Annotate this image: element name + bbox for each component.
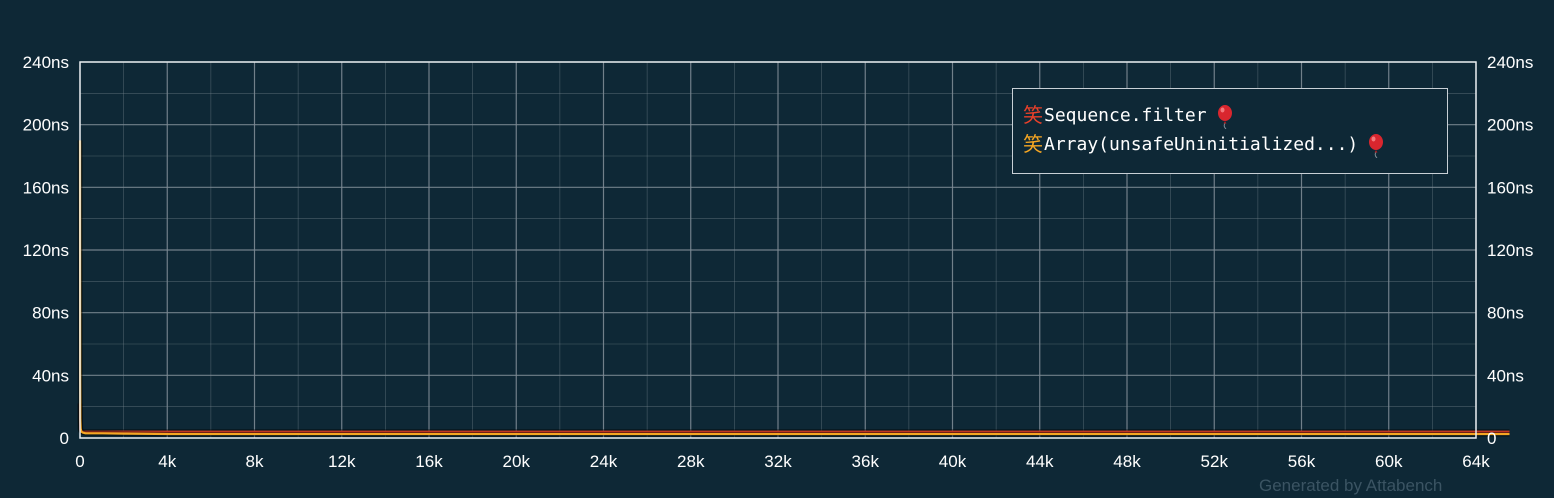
- x-tick-label: 56k: [1288, 452, 1316, 471]
- x-tick-label: 28k: [677, 452, 705, 471]
- x-tick-label: 60k: [1375, 452, 1403, 471]
- legend: 笑 Sequence.filter 笑 Array(unsafeUninitia…: [1012, 88, 1448, 174]
- balloon-icon: [1217, 103, 1233, 129]
- y-tick-label-left: 120ns: [23, 241, 69, 260]
- balloon-icon: [1368, 132, 1384, 158]
- y-tick-label-left: 240ns: [23, 53, 69, 72]
- x-tick-label: 8k: [246, 452, 264, 471]
- series-line-sequence-filter: [78, 403, 1510, 433]
- series-line-array-unsafeuninitialized: [78, 140, 1510, 436]
- y-tick-label-left: 80ns: [32, 304, 69, 323]
- x-tick-label: 20k: [503, 452, 531, 471]
- y-tick-label-right: 40ns: [1487, 366, 1524, 385]
- plot-frame: [79, 61, 1477, 439]
- x-tick-label: 0: [75, 452, 84, 471]
- y-tick-label-left: 0: [60, 429, 69, 448]
- y-tick-label-right: 80ns: [1487, 304, 1524, 323]
- y-tick-label-right: 240ns: [1487, 53, 1533, 72]
- legend-label: Sequence.filter: [1044, 105, 1207, 126]
- axis-tick-labels: 0 4k 8k 12k 16k 20k 24k 28k 32k 36k 40k 44k 48k 52k 56…: [23, 53, 1534, 471]
- x-tick-label: 24k: [590, 452, 618, 471]
- series-shadow-sequence-filter: [77, 403, 1510, 435]
- y-tick-label-right: 0: [1487, 429, 1496, 448]
- x-tick-label: 4k: [158, 452, 176, 471]
- legend-label: Array(unsafeUninitialized...): [1044, 134, 1359, 155]
- y-tick-label-left: 40ns: [32, 366, 69, 385]
- legend-swatch-glyph: 笑: [1023, 132, 1043, 156]
- y-tick-label-right: 160ns: [1487, 178, 1533, 197]
- series-shadow-array-unsafeuninitialized: [77, 140, 1510, 437]
- y-tick-label-right: 200ns: [1487, 116, 1533, 135]
- series-lines: [77, 140, 1510, 437]
- legend-swatch-glyph: 笑: [1023, 103, 1043, 127]
- y-tick-label-left: 200ns: [23, 116, 69, 135]
- y-tick-label-left: 160ns: [23, 178, 69, 197]
- x-tick-label: 44k: [1026, 452, 1054, 471]
- x-tick-label: 16k: [415, 452, 443, 471]
- x-tick-label: 12k: [328, 452, 356, 471]
- legend-item-array-unsafe-uninitialized: 笑 Array(unsafeUninitialized...): [1023, 130, 1447, 159]
- x-tick-label: 52k: [1201, 452, 1229, 471]
- x-tick-label: 40k: [939, 452, 967, 471]
- footer-credit: Generated by Attabench: [1259, 476, 1443, 495]
- legend-item-sequence-filter: 笑 Sequence.filter: [1023, 101, 1447, 130]
- x-tick-label: 36k: [852, 452, 880, 471]
- x-tick-label: 32k: [764, 452, 792, 471]
- y-tick-label-right: 120ns: [1487, 241, 1533, 260]
- x-tick-label: 64k: [1462, 452, 1490, 471]
- x-tick-label: 48k: [1113, 452, 1141, 471]
